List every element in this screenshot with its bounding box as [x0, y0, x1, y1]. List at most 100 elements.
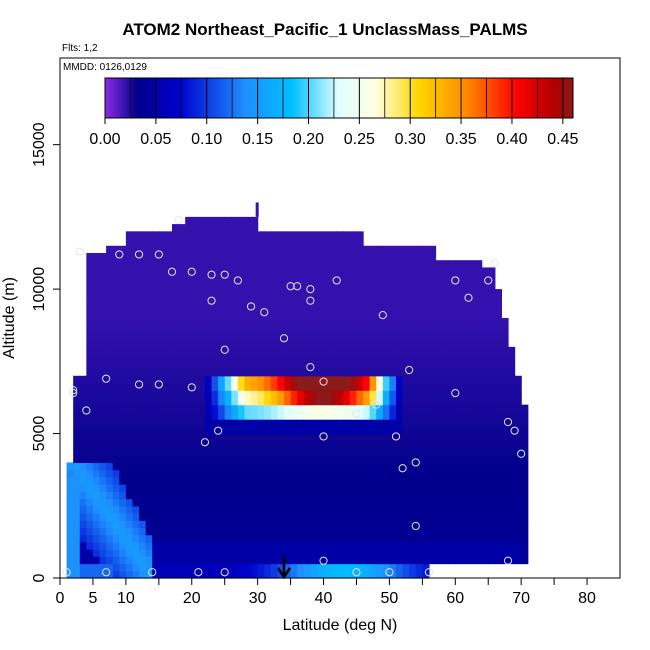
heat-cell: [461, 476, 470, 485]
heat-cell: [461, 513, 470, 521]
heat-cell: [310, 469, 318, 478]
heat-cell: [402, 325, 410, 334]
heat-cell: [363, 520, 371, 529]
heat-cell: [139, 296, 147, 305]
heat-cell: [132, 440, 140, 449]
heat-cell: [112, 556, 120, 565]
heat-cell: [158, 556, 167, 565]
heat-cell: [106, 339, 114, 348]
sample-point: [246, 302, 256, 311]
heat-cell: [99, 505, 107, 514]
heat-cell: [237, 281, 246, 290]
heat-cell: [73, 520, 81, 529]
heat-cell: [73, 476, 81, 485]
heat-cell: [369, 267, 377, 276]
heat-cell: [330, 534, 338, 543]
heat-cell: [264, 361, 272, 370]
heat-cell: [409, 339, 417, 348]
heat-cell: [415, 505, 423, 514]
heat-cell: [165, 527, 173, 536]
heat-cell: [422, 310, 430, 319]
heat-cell: [363, 505, 371, 514]
heat-cell: [349, 563, 358, 572]
heat-cell: [363, 361, 371, 370]
heat-cell: [488, 440, 496, 449]
heat-cell: [501, 491, 509, 500]
heat-cell: [158, 541, 167, 550]
heat-cell: [218, 549, 226, 557]
heat-cell: [468, 281, 476, 290]
heat-cell: [455, 332, 463, 341]
heat-cell: [396, 520, 404, 529]
heat-cell: [415, 310, 423, 319]
heat-cell: [316, 549, 325, 557]
heat-cell: [396, 310, 404, 319]
heat-cell: [488, 397, 496, 406]
heat-cell: [145, 491, 153, 500]
heat-cell: [389, 368, 397, 377]
heat-cell: [508, 375, 516, 384]
heat-cell: [290, 375, 298, 384]
heat-cell: [257, 476, 265, 485]
heat-cell: [132, 368, 140, 377]
heat-cell: [415, 404, 423, 413]
heat-cell: [112, 354, 120, 362]
heat-cell: [92, 274, 101, 283]
heat-cell: [211, 476, 219, 485]
heat-cell: [211, 325, 219, 334]
sample-point: [82, 406, 91, 415]
heat-cell: [284, 339, 292, 348]
heat-cell: [514, 419, 522, 427]
heat-cell: [481, 368, 489, 377]
heat-cell: [204, 411, 213, 420]
heat-cell: [139, 498, 147, 507]
heat-cell: [402, 419, 410, 427]
heat-cell: [237, 303, 246, 312]
heat-cell: [481, 433, 489, 442]
heat-cell: [468, 411, 476, 420]
heat-cell: [402, 527, 410, 536]
heat-cell: [435, 361, 443, 370]
heat-cell: [224, 216, 232, 225]
heat-cell: [297, 426, 305, 435]
heat-cell: [382, 419, 391, 427]
heat-cell: [106, 253, 114, 261]
heat-cell: [402, 260, 410, 269]
heat-cell: [442, 397, 450, 406]
heat-cell: [270, 556, 279, 565]
heat-cell: [514, 505, 522, 514]
heat-cell: [402, 296, 410, 305]
heat-cell: [73, 491, 81, 500]
heat-cell: [356, 368, 364, 377]
heat-cell: [178, 224, 186, 232]
heat-cell: [376, 375, 384, 384]
heat-cell: [132, 231, 140, 240]
heat-cell: [99, 390, 107, 399]
heat-cell: [448, 411, 456, 420]
heat-cell: [73, 383, 81, 391]
heat-cell: [132, 498, 140, 507]
heat-cell: [455, 296, 463, 305]
heat-cell: [251, 383, 259, 391]
heat-cell: [501, 397, 509, 406]
heat-cell: [172, 469, 180, 478]
heat-cell: [231, 498, 239, 507]
heat-cell: [284, 346, 292, 355]
heat-cell: [402, 563, 410, 572]
heat-cell: [521, 513, 529, 521]
heat-cell: [132, 354, 140, 362]
heat-cell: [132, 433, 140, 442]
heat-cell: [303, 469, 311, 478]
heat-cell: [455, 549, 463, 557]
heat-cell: [389, 448, 397, 456]
heat-cell: [119, 303, 127, 312]
heat-cell: [501, 520, 509, 529]
heat-cell: [461, 375, 470, 384]
heat-cell: [152, 238, 160, 247]
heat-cell: [185, 476, 193, 485]
heat-cell: [428, 281, 437, 290]
heat-cell: [231, 520, 239, 529]
heat-cell: [389, 484, 397, 492]
heat-cell: [198, 570, 206, 579]
heat-cell: [99, 274, 107, 283]
